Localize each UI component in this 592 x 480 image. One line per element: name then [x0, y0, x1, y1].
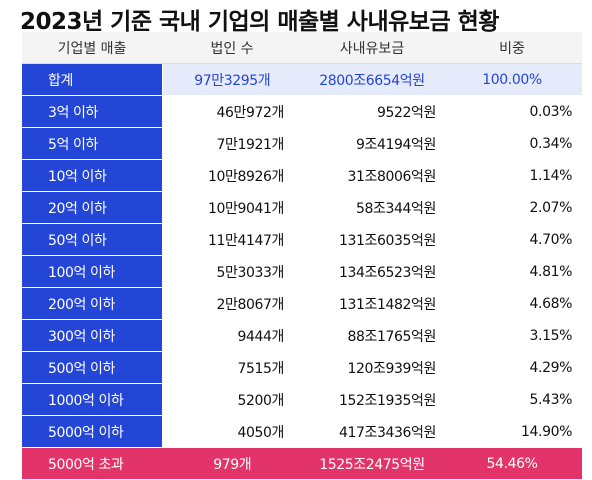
row-label: 300억 이하	[22, 319, 163, 352]
header-revenue: 기업별 매출	[22, 32, 162, 64]
row-label: 5000억 이하	[22, 415, 163, 448]
table-row: 20억 이하 10만9041개 58조344억원 2.07%	[22, 191, 582, 224]
reserves-amount: 2800조6654억원	[302, 63, 442, 96]
table-header-row: 기업별 매출 법인 수 사내유보금 비중	[22, 32, 582, 64]
total-row: 합계 97만3295개 2800조6654억원 100.00%	[22, 63, 582, 96]
company-count: 11만4147개	[162, 223, 302, 256]
table-row: 50억 이하 11만4147개 131조6035억원 4.70%	[22, 223, 582, 256]
company-count: 4050개	[162, 415, 302, 448]
reserves-table: 기업별 매출 법인 수 사내유보금 비중 합계 97만3295개 2800조66…	[22, 32, 582, 480]
share-percent: 4.68%	[442, 287, 582, 320]
excess-row: 5000억 초과 979개 1525조2475억원 54.46%	[22, 447, 582, 480]
company-count: 97만3295개	[162, 63, 302, 96]
company-count: 5200개	[162, 383, 302, 416]
reserves-amount: 88조1765억원	[302, 319, 442, 352]
share-percent: 3.15%	[442, 319, 582, 352]
reserves-amount: 9522억원	[302, 95, 442, 128]
reserves-amount: 58조344억원	[302, 191, 442, 224]
share-percent: 4.70%	[442, 223, 582, 256]
company-count: 10만8926개	[162, 159, 302, 192]
table-row: 200억 이하 2만8067개 131조1482억원 4.68%	[22, 287, 582, 320]
reserves-amount: 152조1935억원	[302, 383, 442, 416]
row-label: 3억 이하	[22, 95, 163, 128]
company-count: 979개	[162, 447, 302, 480]
reserves-amount: 9조4194억원	[302, 127, 442, 160]
table-row: 5000억 이하 4050개 417조3436억원 14.90%	[22, 415, 582, 448]
header-share: 비중	[442, 32, 582, 64]
reserves-amount: 417조3436억원	[302, 415, 442, 448]
row-label: 20억 이하	[22, 191, 163, 224]
share-percent: 0.34%	[442, 127, 582, 160]
share-percent: 54.46%	[442, 447, 582, 480]
reserves-amount: 120조939억원	[302, 351, 442, 384]
company-count: 9444개	[162, 319, 302, 352]
company-count: 46만972개	[162, 95, 302, 128]
share-percent: 1.14%	[442, 159, 582, 192]
row-label: 50억 이하	[22, 223, 163, 256]
share-percent: 0.03%	[442, 95, 582, 128]
header-company-count: 법인 수	[162, 32, 302, 64]
reserves-table-container: 기업별 매출 법인 수 사내유보금 비중 합계 97만3295개 2800조66…	[22, 32, 582, 480]
company-count: 10만9041개	[162, 191, 302, 224]
row-label: 100억 이하	[22, 255, 163, 288]
table-row: 3억 이하 46만972개 9522억원 0.03%	[22, 95, 582, 128]
share-percent: 4.81%	[442, 255, 582, 288]
table-row: 100억 이하 5만3033개 134조6523억원 4.81%	[22, 255, 582, 288]
page-title: 2023년 기준 국내 기업의 매출별 사내유보금 현황	[20, 9, 499, 35]
table-row: 300억 이하 9444개 88조1765억원 3.15%	[22, 319, 582, 352]
row-label: 합계	[22, 63, 163, 96]
reserves-amount: 131조6035억원	[302, 223, 442, 256]
table-row: 5억 이하 7만1921개 9조4194억원 0.34%	[22, 127, 582, 160]
reserves-amount: 31조8006억원	[302, 159, 442, 192]
row-label: 1000억 이하	[22, 383, 163, 416]
company-count: 2만8067개	[162, 287, 302, 320]
table-row: 1000억 이하 5200개 152조1935억원 5.43%	[22, 383, 582, 416]
row-label: 5000억 초과	[22, 447, 163, 480]
row-label: 5억 이하	[22, 127, 163, 160]
company-count: 5만3033개	[162, 255, 302, 288]
table-row: 500억 이하 7515개 120조939억원 4.29%	[22, 351, 582, 384]
share-percent: 5.43%	[442, 383, 582, 416]
header-reserves: 사내유보금	[302, 32, 442, 64]
company-count: 7515개	[162, 351, 302, 384]
row-label: 10억 이하	[22, 159, 163, 192]
reserves-amount: 134조6523억원	[302, 255, 442, 288]
reserves-amount: 131조1482억원	[302, 287, 442, 320]
share-percent: 2.07%	[442, 191, 582, 224]
row-label: 500억 이하	[22, 351, 163, 384]
table-row: 10억 이하 10만8926개 31조8006억원 1.14%	[22, 159, 582, 192]
company-count: 7만1921개	[162, 127, 302, 160]
share-percent: 100.00%	[442, 63, 582, 96]
reserves-amount: 1525조2475억원	[302, 447, 442, 480]
share-percent: 14.90%	[442, 415, 582, 448]
row-label: 200억 이하	[22, 287, 163, 320]
share-percent: 4.29%	[442, 351, 582, 384]
